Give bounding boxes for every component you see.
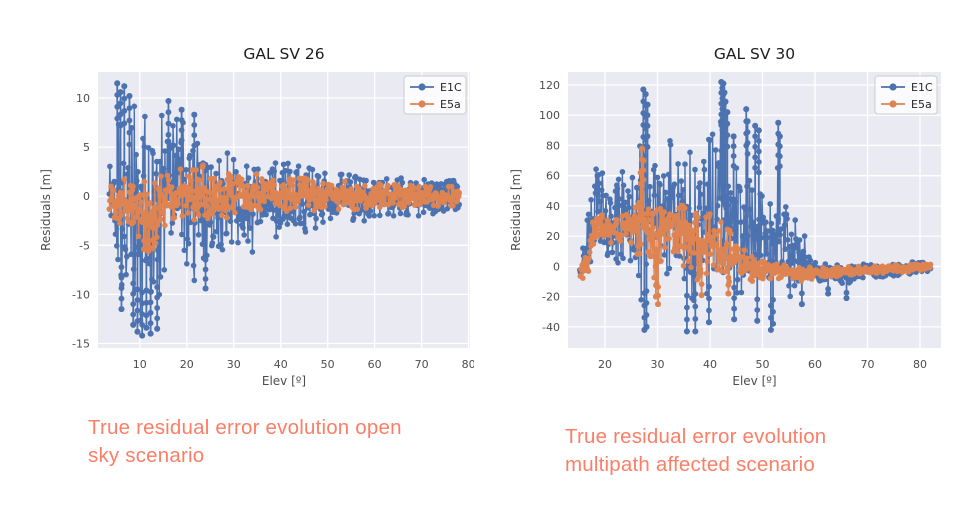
svg-text:60: 60 bbox=[368, 358, 382, 371]
svg-text:20: 20 bbox=[180, 358, 194, 371]
y-axis-label: Residuals [m] bbox=[39, 169, 53, 251]
svg-text:60: 60 bbox=[808, 358, 822, 371]
caption-line: sky scenario bbox=[88, 444, 205, 467]
svg-text:30: 30 bbox=[227, 358, 241, 371]
chart-title-gal-sv-30: GAL SV 30 bbox=[713, 45, 796, 63]
svg-text:20: 20 bbox=[598, 358, 612, 371]
svg-text:40: 40 bbox=[274, 358, 288, 371]
svg-text:-10: -10 bbox=[72, 288, 90, 301]
svg-text:-20: -20 bbox=[542, 291, 560, 304]
x-axis-label: Elev [º] bbox=[732, 374, 776, 388]
svg-text:10: 10 bbox=[76, 92, 90, 105]
svg-text:60: 60 bbox=[546, 170, 560, 183]
svg-text:-5: -5 bbox=[79, 239, 90, 252]
svg-text:80: 80 bbox=[546, 139, 560, 152]
svg-text:0: 0 bbox=[83, 190, 90, 203]
svg-text:70: 70 bbox=[415, 358, 429, 371]
svg-text:-15: -15 bbox=[72, 337, 90, 350]
caption-line: True residual error evolution open bbox=[88, 416, 402, 439]
caption-line: multipath affected scenario bbox=[565, 453, 816, 476]
svg-text:80: 80 bbox=[913, 358, 927, 371]
tick-labels: 20 30 40 50 60 70 80 120 100 80 60 40 20 0 -20 -40 bbox=[539, 79, 927, 371]
svg-text:70: 70 bbox=[861, 358, 875, 371]
svg-text:40: 40 bbox=[703, 358, 717, 371]
svg-text:10: 10 bbox=[133, 358, 147, 371]
x-axis-label: Elev [º] bbox=[262, 374, 306, 388]
caption-line: True residual error evolution bbox=[565, 425, 827, 448]
svg-text:5: 5 bbox=[83, 141, 90, 154]
plot-gal-sv-30: 20 30 40 50 60 70 80 120 100 80 60 40 20 0 -20 -40 Elev … bbox=[509, 72, 941, 388]
svg-text:-40: -40 bbox=[542, 321, 560, 334]
chart-title-gal-sv-26: GAL SV 26 bbox=[243, 45, 325, 63]
series-E5a bbox=[106, 162, 463, 255]
svg-text:20: 20 bbox=[546, 230, 560, 243]
svg-text:100: 100 bbox=[539, 109, 560, 122]
svg-text:50: 50 bbox=[321, 358, 335, 371]
caption-multipath: True residual error evolution multipath … bbox=[565, 423, 905, 479]
legend-label-E5a: E5a bbox=[440, 98, 461, 111]
svg-text:50: 50 bbox=[756, 358, 770, 371]
svg-text:120: 120 bbox=[539, 79, 560, 92]
svg-text:80: 80 bbox=[462, 358, 476, 371]
legend-label-E1C: E1C bbox=[440, 81, 462, 94]
svg-text:0: 0 bbox=[553, 260, 560, 273]
series-E5a bbox=[577, 145, 934, 308]
caption-open-sky: True residual error evolution open sky s… bbox=[88, 414, 468, 470]
legend-label-E1C: E1C bbox=[911, 81, 933, 94]
legend-label-E5a: E5a bbox=[911, 98, 932, 111]
svg-text:30: 30 bbox=[651, 358, 665, 371]
y-axis-label: Residuals [m] bbox=[509, 169, 523, 251]
svg-text:40: 40 bbox=[546, 200, 560, 213]
